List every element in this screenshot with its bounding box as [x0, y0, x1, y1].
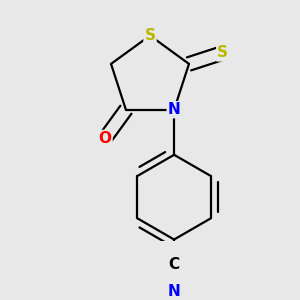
Text: O: O: [98, 131, 112, 146]
Text: S: S: [145, 28, 155, 43]
Text: C: C: [169, 256, 180, 272]
Text: N: N: [168, 102, 181, 117]
Text: S: S: [217, 45, 228, 60]
Text: N: N: [168, 284, 181, 299]
